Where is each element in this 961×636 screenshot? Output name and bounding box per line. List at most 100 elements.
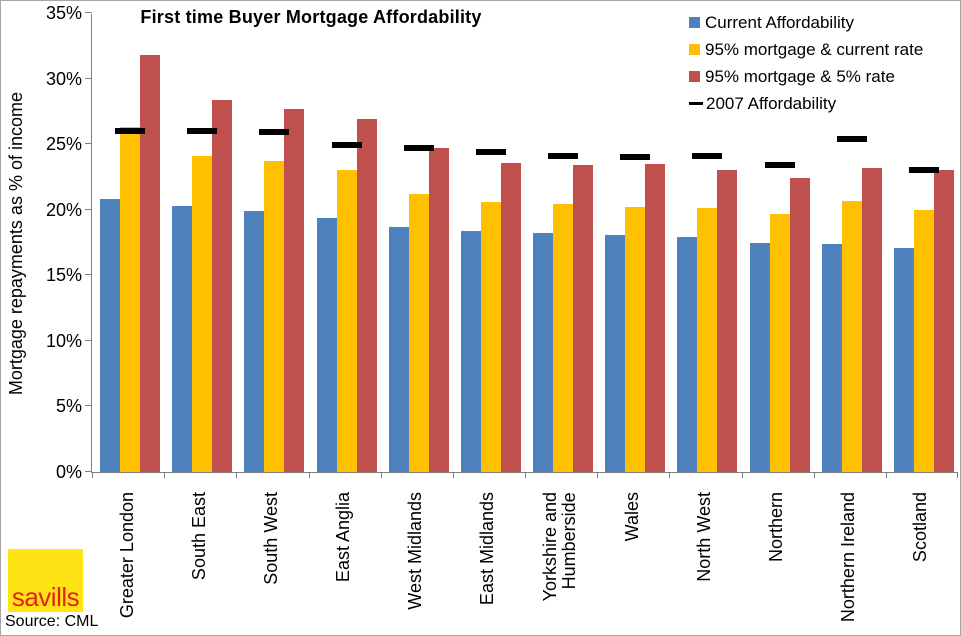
y-tick [85,339,92,341]
bar-95-mortgage-5-rate [356,119,377,472]
marker-2007-affordability [692,152,723,159]
x-label-cell: Yorkshire and Humberside [524,487,596,635]
bar-95-mortgage-current-rate [192,155,213,472]
marker-2007-affordability [475,149,506,156]
plot-area: 0% 5% 10% 15% 20% 25% 30% 35% [46,3,958,482]
bar-95-mortgage-5-rate [500,162,521,472]
x-axis-labels: Greater London South East South West East A… [91,487,957,635]
bar-95-mortgage-current-rate [769,213,790,472]
x-tick [597,472,599,478]
bar-group [236,14,308,472]
x-label-cell: Greater London [91,487,163,635]
y-tick-label: 25% [45,134,82,155]
x-tick-label: Northern [766,492,787,563]
x-tick [308,472,310,478]
x-label-cell: South East [163,487,235,635]
bar-95-mortgage-current-rate [697,208,718,472]
x-label-cell: North West [668,487,740,635]
bar-current-affordability [460,230,481,472]
bar-95-mortgage-5-rate [212,99,233,472]
y-tick [85,405,92,407]
bar-95-mortgage-current-rate [913,209,934,472]
legend-label: 95% mortgage & 5% rate [705,66,895,86]
x-tick [741,472,743,478]
x-label-cell: Scotland [885,487,957,635]
x-tick [885,472,887,478]
x-tick-label: Greater London [116,492,137,619]
bar-current-affordability [677,237,698,472]
marker-2007-affordability [620,154,651,161]
x-tick-label: Northern Ireland [838,492,859,623]
x-tick-label: Scotland [910,492,931,563]
bar-current-affordability [821,243,842,472]
bar-95-mortgage-5-rate [645,163,666,472]
x-tick-label: East Anglia [333,492,354,583]
y-tick [85,143,92,145]
bar-95-mortgage-5-rate [861,167,882,472]
x-label-cell: East Anglia [308,487,380,635]
y-tick-label: 10% [45,330,82,351]
marker-2007-affordability [764,162,795,169]
savills-logo-text: savills [11,582,80,612]
x-label-cell: Wales [596,487,668,635]
bar-current-affordability [749,242,770,472]
marker-2007-affordability [331,142,362,149]
marker-2007-affordability [259,129,290,136]
bar-group [453,14,525,472]
bar-group [597,14,669,472]
bar-95-mortgage-current-rate [120,127,140,472]
x-tick-label: North West [693,492,714,582]
x-label-cell: West Midlands [380,487,452,635]
bar-current-affordability [605,234,626,472]
bar-95-mortgage-current-rate [480,201,501,472]
bar-current-affordability [244,211,265,472]
bar-95-mortgage-5-rate [717,170,738,472]
y-tick [85,77,92,79]
x-tick-label: West Midlands [405,492,426,610]
x-tick [813,472,815,478]
y-tick-label: 30% [45,68,82,89]
y-tick-label: 35% [45,3,82,23]
bar-current-affordability [533,233,553,472]
bar-95-mortgage-current-rate [553,204,573,472]
bar-group [525,14,597,472]
marker-2007-affordability [403,145,434,152]
x-tick-label: South West [260,492,281,585]
legend-label: 2007 Affordability [706,93,837,113]
x-tick [525,472,526,478]
y-tick [85,471,92,472]
x-tick [164,472,166,478]
source-note: Source: CML [5,613,99,630]
bar-group [742,14,814,472]
bar-current-affordability [316,217,337,472]
legend-item: 95% mortgage & 5% rate [689,63,923,90]
bar-group [92,14,164,472]
bar-95-mortgage-5-rate [789,178,810,472]
square-swatch-icon [689,17,700,28]
bar-95-mortgage-current-rate [841,200,862,472]
legend-label: 95% mortgage & current rate [705,39,924,59]
square-swatch-icon [689,44,700,55]
marker-2007-affordability [548,152,578,159]
bar-group [886,14,958,472]
bar-95-mortgage-5-rate [140,54,160,472]
marker-2007-affordability [836,135,867,142]
bar-95-mortgage-5-rate [573,165,593,472]
bar-group [814,14,886,472]
bar-group [164,14,236,472]
legend-item: Current Affordability [689,9,923,36]
savills-logo: savills [8,549,83,612]
x-tick [452,472,454,478]
x-label-cell: East Midlands [452,487,524,635]
legend-item: 95% mortgage & current rate [689,36,923,63]
x-label-cell: Northern Ireland [813,487,885,635]
y-tick [85,208,92,210]
x-tick-label: Yorkshire and Humberside [540,492,580,602]
y-tick-label: 20% [45,199,82,220]
legend-label: Current Affordability [705,12,854,32]
x-tick-label: East Midlands [477,492,498,606]
square-swatch-icon [689,71,700,82]
y-tick [85,274,92,276]
x-tick [92,472,93,478]
